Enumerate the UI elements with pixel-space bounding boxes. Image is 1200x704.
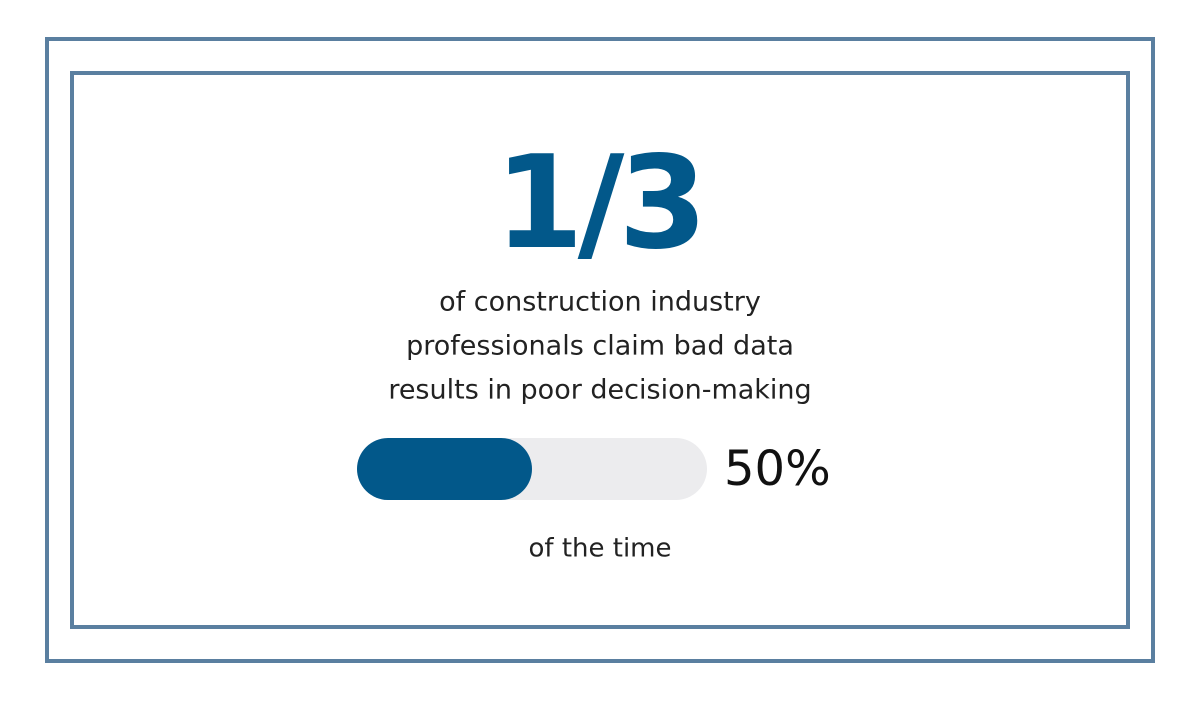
description-line: results in poor decision-making	[388, 375, 811, 406]
description-line: of construction industry	[439, 287, 761, 318]
outer-frame	[45, 37, 1155, 663]
description-line: professionals claim bad data	[406, 331, 794, 362]
caption: of the time	[529, 534, 672, 564]
headline: 1/3	[495, 129, 702, 278]
description: of construction industry professionals cl…	[388, 287, 811, 406]
inner-frame	[70, 71, 1130, 629]
progress-fill	[357, 438, 532, 500]
progress-label: 50%	[724, 441, 831, 497]
